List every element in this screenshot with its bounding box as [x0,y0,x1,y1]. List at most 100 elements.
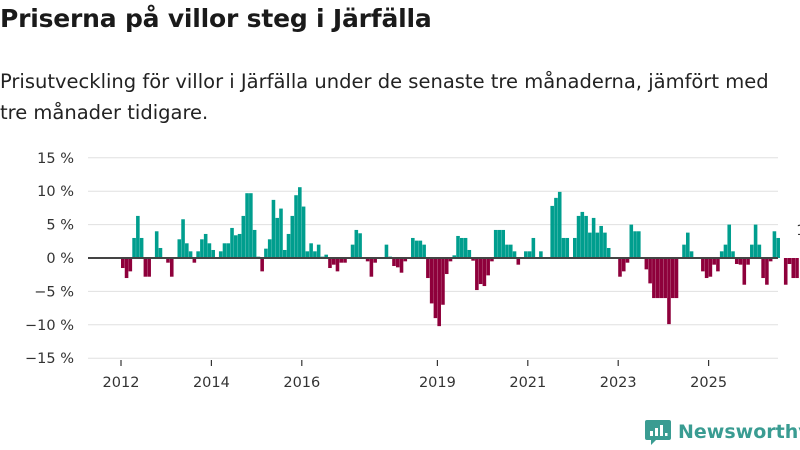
y-tick-label: −15 % [25,351,74,367]
bar [475,258,479,291]
bar [689,251,694,258]
bar [719,251,724,258]
bar [260,258,264,272]
bar [738,258,743,265]
bar [305,251,310,258]
bar [787,258,792,265]
chart-title: Priserna på villor steg i Järfälla [0,4,432,33]
bar [595,232,600,258]
bar [531,237,536,258]
bar [448,258,453,262]
bar [486,258,490,276]
bar [629,224,634,258]
bar [734,258,739,265]
bar [652,258,656,299]
bar [637,231,641,258]
y-axis-labels: 15 % 10 % 5 % 0 % −5 % −10 % −15 % [25,151,74,367]
bar [580,211,585,258]
bar [298,187,302,258]
bar [166,258,170,263]
bar [433,258,438,319]
bar [456,235,460,258]
bar [222,243,227,258]
bar [358,233,362,258]
bar [625,258,630,263]
x-axis: 2012 2014 2016 2019 2021 2023 2025 [103,360,727,391]
y-tick-label: 10 % [37,184,74,200]
bar [200,239,204,258]
bar [188,251,193,258]
bar [339,258,344,263]
bar [403,258,408,262]
bar [301,206,306,258]
bars [121,187,799,327]
bar [136,215,140,258]
bar [501,229,506,258]
bar [659,258,664,299]
bar [603,232,607,258]
y-tick-label: −10 % [25,318,74,334]
bar [437,258,441,327]
bar [147,258,151,277]
bar [584,215,588,258]
x-tick-label: 2016 [283,375,320,391]
bar [369,258,374,277]
bar [324,254,328,258]
bar [716,258,720,272]
bar [365,258,370,262]
bar [539,251,543,258]
newsworthy-logo: Newsworthy [644,418,800,446]
bar [290,215,295,258]
bar [177,239,182,258]
bar-chart-speech-bubble-icon [645,420,671,445]
bar [757,244,762,258]
bar [761,258,765,279]
bar [282,249,287,258]
bar [267,239,272,258]
bar [249,193,253,258]
bar [121,258,125,269]
bar [557,191,562,258]
bar [490,258,494,262]
bar [753,224,758,258]
bar [316,244,321,258]
y-tick-label: 15 % [37,151,74,167]
bar [742,258,747,285]
bar [294,195,298,258]
y-tick-label: 5 % [46,218,74,234]
bar [218,251,223,258]
bar [682,244,686,258]
bar [196,251,200,258]
bar [139,237,144,258]
chart: 15 %10 %5 %0 %−5 %−10 %−15 % 2012 2014 201… [25,151,800,391]
bar [418,240,423,258]
bar [252,229,257,258]
bar [429,258,434,304]
bar [606,247,611,258]
bar [226,243,231,258]
bar [414,240,419,258]
x-tick-label: 2025 [690,375,727,391]
bar [350,244,355,258]
bar [524,251,528,258]
bar [241,215,246,258]
bar [467,249,472,258]
x-tick-label: 2021 [509,375,546,391]
bar [674,258,679,299]
bar [234,235,238,258]
bar [723,244,728,258]
bar [181,219,185,258]
bar [783,258,788,285]
bar [618,258,622,277]
bar [286,233,291,258]
y-tick-label: 0 % [46,251,74,267]
bar [230,227,234,258]
bar [561,237,566,258]
bar [343,258,347,263]
last-value-label: 1 % [796,223,800,239]
bar [670,258,675,299]
bar [795,258,799,279]
bar [313,251,317,258]
bar [505,244,509,258]
bar [765,258,769,285]
